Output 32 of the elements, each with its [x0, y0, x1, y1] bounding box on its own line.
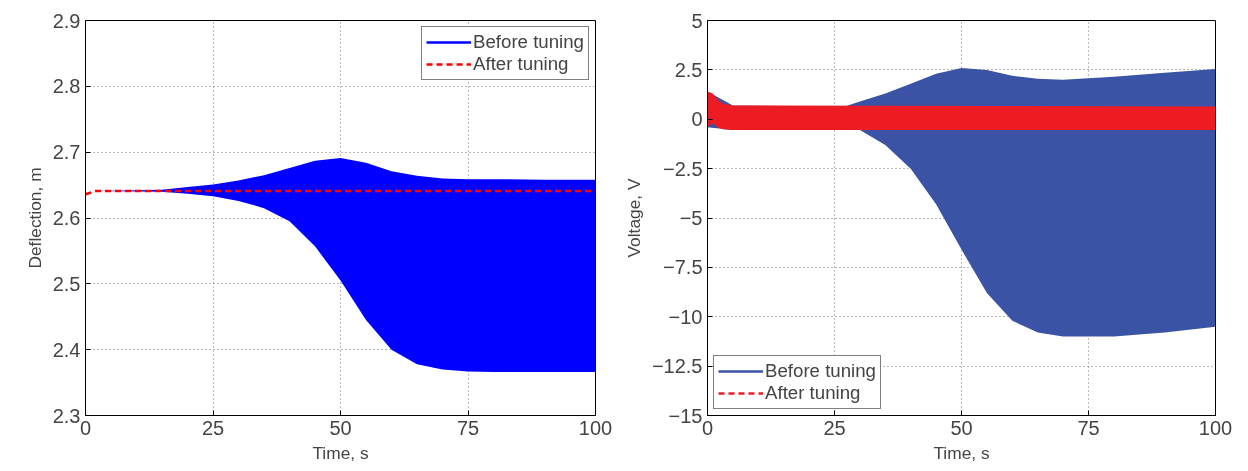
y-tick-label: 2.5 — [52, 272, 81, 295]
x-tick-label: 25 — [201, 416, 225, 439]
y-tick-label: −12.5 — [651, 355, 703, 378]
y-tick-label: −15 — [668, 404, 703, 427]
y-tick-label: 2.7 — [52, 141, 81, 164]
y-tick-label: 5 — [691, 9, 703, 32]
x-axis-title: Time, s — [312, 442, 369, 463]
y-tick-label: −5 — [679, 207, 703, 229]
y-tick-label: 2.4 — [52, 338, 81, 361]
legend-label: After tuning — [473, 53, 569, 75]
legend-label: Before tuning — [473, 31, 584, 53]
y-tick-label: 2.5 — [674, 58, 703, 81]
x-tick-label: 100 — [578, 416, 613, 439]
y-tick-label: −7.5 — [663, 256, 703, 279]
y-tick-label: 2.6 — [52, 207, 81, 229]
y-tick-label: 2.3 — [52, 404, 81, 427]
y-axis-title: Voltage, V — [623, 178, 644, 258]
y-axis-title: Deflection, m — [24, 167, 45, 269]
x-axis-title: Time, s — [933, 442, 990, 463]
x-tick-label: 75 — [1077, 416, 1100, 439]
legend-label: After tuning — [765, 382, 861, 404]
y-tick-label: 0 — [691, 108, 703, 131]
y-tick-label: −10 — [668, 305, 703, 328]
x-tick-label: 50 — [329, 416, 352, 439]
x-tick-label: 100 — [1198, 416, 1233, 439]
y-tick-label: 2.9 — [52, 9, 81, 32]
x-tick-label: 25 — [823, 416, 846, 439]
x-tick-label: 50 — [950, 416, 973, 439]
y-tick-label: −2.5 — [663, 157, 703, 180]
legend-label: Before tuning — [765, 360, 876, 382]
y-tick-label: 2.8 — [52, 75, 81, 98]
x-tick-label: 75 — [456, 416, 480, 439]
